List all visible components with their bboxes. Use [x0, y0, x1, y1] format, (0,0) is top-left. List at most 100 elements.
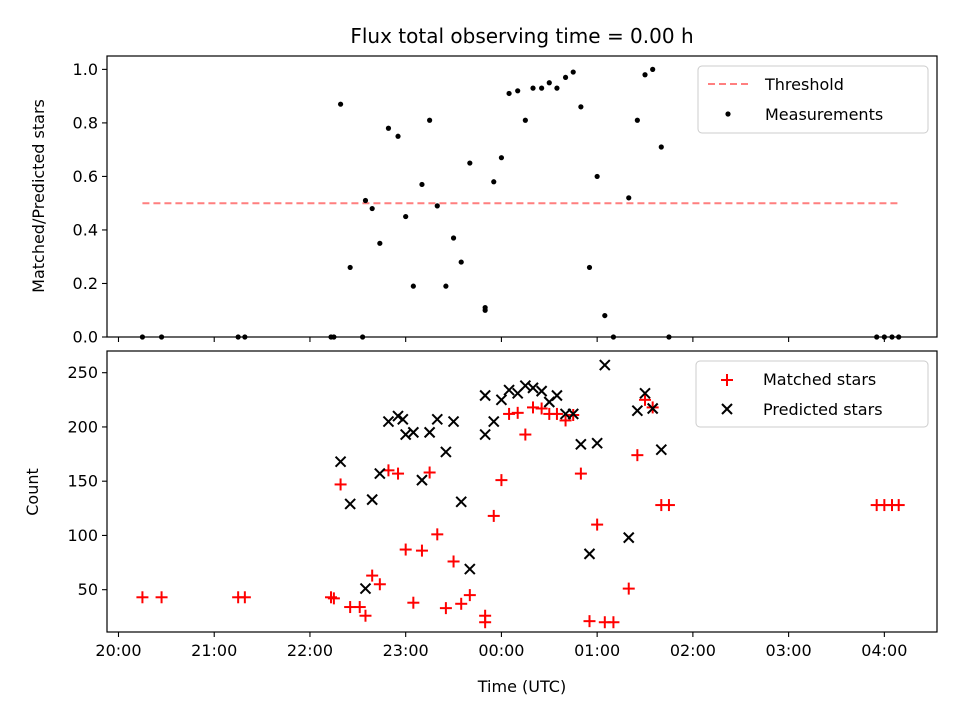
- predicted-star-marker: [455, 496, 467, 508]
- ratio-y-tick-label: 0.2: [73, 274, 98, 293]
- matched-star-marker: [392, 467, 405, 480]
- measurement-point: [443, 283, 449, 289]
- measurement-point: [578, 104, 584, 110]
- predicted-star-marker: [567, 408, 579, 420]
- predicted-star-marker: [374, 467, 386, 480]
- matched-star-marker: [535, 402, 548, 415]
- x-tick-label: 02:00: [670, 641, 716, 660]
- predicted-star-marker: [535, 385, 548, 397]
- ratio-y-axis-label: Matched/Predicted stars: [29, 99, 48, 293]
- legend-measurements-label: Measurements: [765, 105, 883, 124]
- matched-star-marker: [519, 428, 532, 441]
- legend-matched-label: Matched stars: [763, 370, 876, 389]
- measurement-point: [427, 117, 433, 123]
- matched-star-marker: [373, 578, 386, 591]
- matched-star-marker: [334, 478, 347, 491]
- measurement-point: [539, 85, 545, 91]
- predicted-star-marker: [646, 402, 659, 415]
- measurement-point: [419, 181, 425, 188]
- ratio-panel: 0.0 0.2 0.4 0.6 0.8 1.0 Matched/Predicted sta…: [29, 55, 938, 347]
- x-tick-label: 23:00: [383, 641, 429, 660]
- measurement-point: [602, 312, 608, 319]
- predicted-star-marker: [366, 493, 378, 506]
- chart-title: Flux total observing time = 0.00 h: [350, 24, 693, 48]
- predicted-star-marker: [423, 426, 436, 439]
- count-y-tick-label: 250: [67, 363, 98, 382]
- predicted-star-marker: [599, 359, 611, 371]
- measurement-point: [506, 90, 512, 97]
- predicted-star-marker: [464, 563, 476, 575]
- measurement-point: [498, 155, 505, 161]
- matched-star-marker: [447, 555, 460, 568]
- predicted-star-marker: [447, 415, 460, 428]
- measurement-point: [515, 88, 521, 94]
- measurement-point: [403, 213, 409, 220]
- measurement-point: [385, 125, 392, 131]
- measurement-point: [491, 179, 497, 185]
- x-tick-label: 03:00: [766, 641, 812, 660]
- matched-star-marker: [511, 406, 524, 419]
- count-panel-frame: [106, 350, 938, 633]
- predicted-star-marker: [495, 394, 508, 406]
- predicted-star-marker: [334, 455, 347, 468]
- x-tick-label: 22:00: [287, 641, 333, 660]
- matched-star-marker: [155, 591, 168, 604]
- matched-star-marker: [431, 528, 444, 541]
- measurement-point: [410, 283, 416, 289]
- measurement-point: [642, 72, 648, 78]
- ratio-y-tick-label: 0.4: [73, 220, 98, 239]
- predicted-star-marker: [440, 446, 452, 458]
- measurement-point: [482, 307, 488, 313]
- legend-predicted-label: Predicted stars: [763, 400, 883, 419]
- measurement-point: [369, 205, 375, 212]
- measurement-point: [362, 197, 369, 204]
- measurement-point: [458, 259, 464, 265]
- matched-stars-series: [136, 393, 905, 629]
- ratio-legend: Threshold Measurements: [697, 65, 929, 134]
- matched-star-marker: [479, 616, 492, 629]
- matched-star-marker: [325, 591, 338, 604]
- matched-star-marker: [136, 591, 149, 604]
- measurement-point: [634, 117, 640, 123]
- ratio-panel-frame: [106, 55, 938, 338]
- matched-star-marker: [359, 609, 372, 622]
- count-y-tick-label: 50: [78, 580, 98, 599]
- x-tick-label: 04:00: [861, 641, 907, 660]
- matched-star-marker: [503, 407, 516, 420]
- predicted-star-marker: [344, 498, 356, 510]
- predicted-star-marker: [503, 384, 515, 396]
- matched-star-marker: [574, 467, 587, 480]
- predicted-star-marker: [551, 389, 563, 402]
- matched-star-marker: [463, 589, 476, 602]
- matched-star-marker: [487, 509, 500, 522]
- predicted-star-marker: [583, 548, 596, 560]
- measurement-point: [650, 66, 656, 72]
- predicted-star-marker: [431, 413, 443, 426]
- x-tick-label: 21:00: [191, 641, 237, 660]
- matched-star-marker: [366, 569, 379, 582]
- legend-matched-swatch: [721, 374, 733, 386]
- x-axis-label: Time (UTC): [477, 677, 566, 696]
- matched-star-marker: [423, 466, 436, 479]
- predicted-star-marker: [359, 582, 372, 595]
- matched-star-marker: [439, 602, 452, 615]
- ratio-y-tick-label: 1.0: [73, 60, 98, 79]
- matched-star-marker: [407, 596, 420, 609]
- count-legend-box: [695, 360, 929, 428]
- measurement-point: [586, 264, 593, 271]
- measurement-point: [546, 80, 552, 86]
- measurement-point: [395, 133, 401, 139]
- measurement-point: [450, 235, 457, 241]
- measurement-point: [347, 264, 353, 271]
- matched-star-marker: [631, 449, 644, 462]
- matched-star-marker: [622, 582, 635, 595]
- x-tick-label: 01:00: [574, 641, 620, 660]
- matched-star-marker: [238, 591, 251, 604]
- predicted-star-marker: [479, 389, 491, 402]
- matched-star-marker: [415, 544, 428, 557]
- measurement-point: [554, 85, 560, 91]
- count-y-axis-label: Count: [23, 468, 42, 516]
- legend-measurements-swatch: [725, 111, 731, 117]
- predicted-star-marker: [397, 413, 409, 426]
- legend-threshold-label: Threshold: [764, 75, 844, 94]
